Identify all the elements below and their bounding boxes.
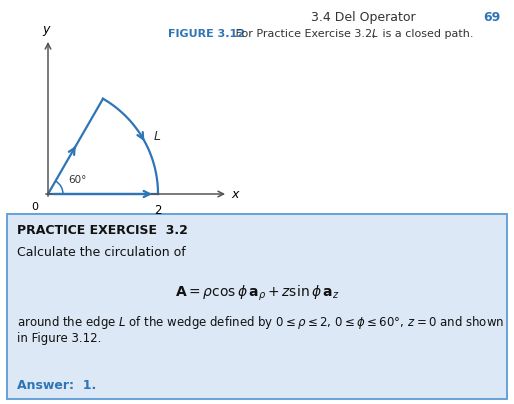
Text: PRACTICE EXERCISE  3.2: PRACTICE EXERCISE 3.2 xyxy=(17,224,188,237)
Text: y: y xyxy=(42,23,50,36)
Text: around the edge $\mathit{L}$ of the wedge defined by $0 \leq \rho \leq 2,\, 0 \l: around the edge $\mathit{L}$ of the wedg… xyxy=(17,314,504,331)
Text: Calculate the circulation of: Calculate the circulation of xyxy=(17,246,186,259)
FancyBboxPatch shape xyxy=(7,214,507,399)
Text: 0: 0 xyxy=(31,202,39,212)
Text: L: L xyxy=(372,29,378,39)
Text: x: x xyxy=(231,187,238,200)
Text: 3.4 Del Operator: 3.4 Del Operator xyxy=(311,11,428,24)
Text: in Figure 3.12.: in Figure 3.12. xyxy=(17,332,101,345)
Text: FIGURE 3.12: FIGURE 3.12 xyxy=(168,29,245,39)
Text: L: L xyxy=(153,130,160,143)
Text: Answer:  1.: Answer: 1. xyxy=(17,379,96,392)
Text: 2: 2 xyxy=(154,204,162,217)
Text: is a closed path.: is a closed path. xyxy=(379,29,473,39)
Text: 60°: 60° xyxy=(68,175,86,185)
Text: $\mathbf{A} = \rho \cos \phi\, \mathbf{a}_{\rho} + z \sin \phi\, \mathbf{a}_{z}$: $\mathbf{A} = \rho \cos \phi\, \mathbf{a… xyxy=(175,284,339,303)
Text: For Practice Exercise 3.2,: For Practice Exercise 3.2, xyxy=(232,29,379,39)
Text: 69: 69 xyxy=(483,11,500,24)
